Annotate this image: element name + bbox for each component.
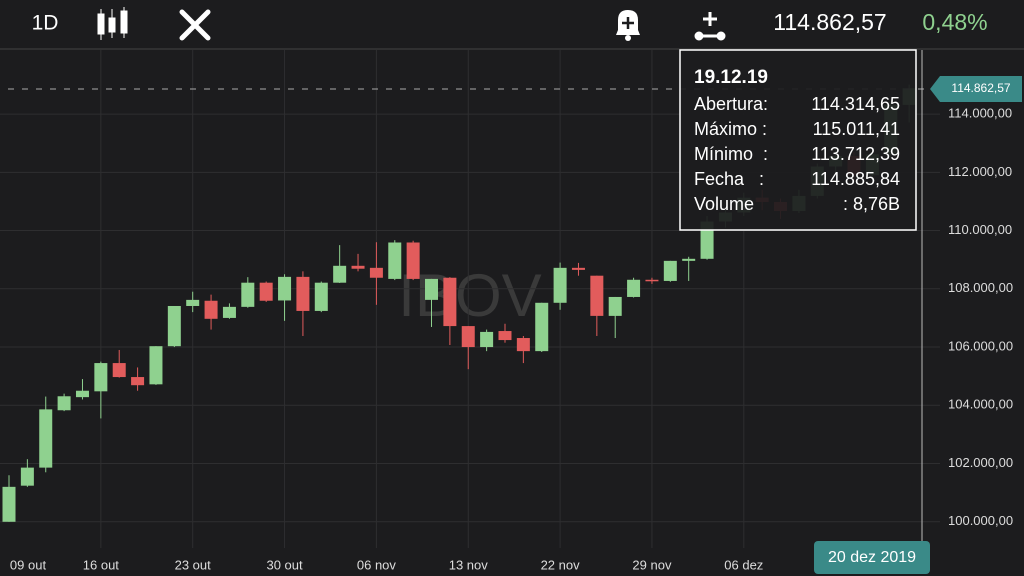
- x-tick-label: 06 dez: [724, 557, 763, 572]
- candle-body: [461, 326, 475, 348]
- candle-body: [57, 396, 71, 411]
- x-tick-label: 29 nov: [632, 557, 672, 572]
- y-tick-label: 104.000,00: [948, 397, 1013, 412]
- tooltip-value: 114.314,65: [811, 94, 900, 114]
- candle-body: [571, 267, 585, 270]
- candle-body: [204, 300, 218, 319]
- candle-body: [516, 338, 530, 352]
- candle-body: [314, 282, 328, 311]
- candle-body: [2, 486, 16, 522]
- candle-body: [112, 363, 126, 378]
- y-tick-label: 106.000,00: [948, 338, 1013, 353]
- candle-body: [241, 282, 255, 307]
- candle-body: [645, 279, 659, 282]
- toolbar: [0, 0, 1024, 48]
- last-price-label: 114.862,57: [951, 81, 1010, 95]
- candle-body: [131, 377, 145, 386]
- x-tick-label: 30 out: [266, 557, 303, 572]
- x-tick-label: 09 out: [10, 557, 47, 572]
- candle-body: [682, 258, 696, 261]
- watermark: IBOV: [398, 262, 541, 329]
- candle-body: [388, 242, 402, 279]
- candle-body: [443, 277, 457, 327]
- tooltip-label: Fecha :: [694, 169, 764, 189]
- candle-body: [75, 390, 89, 398]
- y-tick-label: 100.000,00: [948, 513, 1013, 528]
- candle-body: [20, 467, 34, 486]
- candle-body: [149, 346, 163, 385]
- candle-body: [369, 267, 383, 278]
- candle-body: [406, 242, 420, 279]
- candle-body: [498, 331, 512, 341]
- x-tick-label: 06 nov: [357, 557, 397, 572]
- candle-body: [590, 275, 604, 316]
- ohlc-tooltip: 19.12.19 Abertura: 114.314,65 Máximo : 115.…: [679, 49, 917, 231]
- tools-button[interactable]: [179, 9, 211, 41]
- alert-button[interactable]: [616, 10, 640, 41]
- tooltip-label: Abertura:: [694, 94, 768, 114]
- drawing-button[interactable]: [694, 12, 726, 41]
- x-tick-label: 16 out: [83, 557, 120, 572]
- candle-body: [167, 305, 181, 347]
- interval-button[interactable]: 1D: [32, 12, 59, 35]
- candle-body: [480, 331, 494, 348]
- candle-body: [535, 302, 549, 352]
- tooltip-label: Máximo :: [694, 119, 767, 139]
- cursor-date-badge: [814, 541, 930, 574]
- candle-body: [259, 282, 273, 301]
- tooltip-value: : 8,76B: [843, 194, 900, 214]
- y-tick-label: 108.000,00: [948, 280, 1013, 295]
- x-tick-label: 13 nov: [449, 557, 489, 572]
- candle-body: [608, 296, 622, 316]
- candle-body: [39, 409, 53, 468]
- candle-body: [425, 278, 439, 300]
- candle-body: [553, 267, 567, 303]
- candle-body: [278, 276, 292, 301]
- cursor-date: 20 dez 2019: [828, 549, 916, 566]
- candle-body: [222, 306, 236, 318]
- last-price-badge: [930, 75, 1022, 102]
- last-price: 114.862,57: [773, 9, 886, 35]
- chart-type-button[interactable]: [97, 7, 128, 40]
- x-tick-label: 23 out: [175, 557, 212, 572]
- y-tick-label: 110.000,00: [948, 222, 1012, 237]
- candle-body: [296, 276, 310, 311]
- y-tick-label: 112.000,00: [948, 164, 1012, 179]
- tooltip-label: Volume: [694, 194, 754, 214]
- x-tick-label: 22 nov: [541, 557, 581, 572]
- candle-body: [333, 265, 347, 283]
- tooltip-value: 114.885,84: [811, 169, 900, 189]
- tooltip-value: 113.712,39: [811, 144, 900, 164]
- tooltip-box: [679, 49, 917, 231]
- candle-body: [351, 265, 365, 269]
- candle-body: [186, 299, 200, 306]
- y-tick-label: 102.000,00: [948, 455, 1013, 470]
- y-tick-label: 114.000,00: [948, 106, 1012, 121]
- tooltip-value: 115.011,41: [813, 119, 900, 139]
- price-change: 0,48%: [922, 9, 987, 35]
- tooltip-date: 19.12.19: [694, 67, 768, 88]
- candle-body: [663, 260, 677, 281]
- tooltip-label: Mínimo :: [694, 144, 768, 164]
- candle-body: [700, 221, 714, 259]
- candle-body: [627, 279, 641, 297]
- candle-body: [94, 363, 108, 392]
